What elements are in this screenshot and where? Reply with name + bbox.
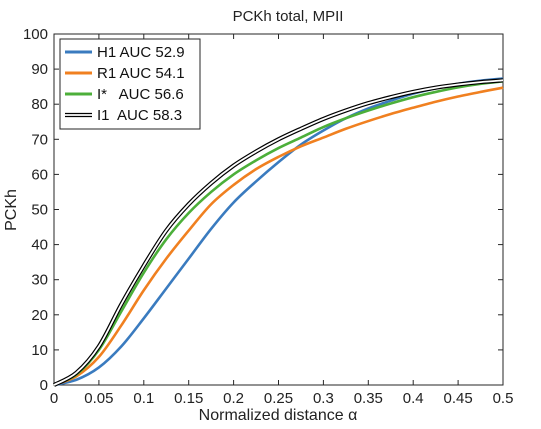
x-tick-label: 0.2: [223, 390, 244, 407]
series-2: [53, 86, 504, 387]
x-tick-label: 0.3: [313, 390, 334, 407]
y-tick-label: 30: [31, 272, 48, 289]
y-tick-label: 100: [23, 26, 48, 43]
legend-item: I* AUC 56.6: [65, 86, 184, 103]
y-tick-label: 0: [40, 377, 48, 394]
series-line-inner: [53, 79, 504, 386]
x-tick-label: 0.1: [133, 390, 154, 407]
legend-label: I1 AUC 58.3: [97, 107, 182, 124]
y-tick-label: 40: [31, 237, 48, 254]
legend-label: R1 AUC 54.1: [97, 65, 185, 82]
x-tick-label: 0.05: [84, 390, 113, 407]
y-tick-label: 50: [31, 202, 48, 219]
x-tick-label: 0.35: [354, 390, 383, 407]
x-tick-label: 0: [50, 390, 58, 407]
x-tick-label: 0.45: [443, 390, 472, 407]
y-tick-label: 10: [31, 342, 48, 359]
series-group: [52, 77, 504, 387]
legend-item: R1 AUC 54.1: [65, 65, 185, 82]
x-tick-label: 0.5: [493, 390, 514, 407]
y-tick-label: 60: [31, 166, 48, 183]
legend: H1 AUC 52.9 R1 AUC 54.1 I* AUC 56.6 I1 AUC …: [59, 38, 201, 130]
series-line: [53, 80, 504, 387]
y-tick-label: 20: [31, 307, 48, 324]
y-tick-label: 90: [31, 61, 48, 78]
y-tick-label: 80: [31, 96, 48, 113]
y-tick-label: 70: [31, 131, 48, 148]
legend-label: H1 AUC 52.9: [97, 44, 185, 61]
y-axis-title: PCKh: [3, 189, 20, 231]
x-tick-label: 0.25: [264, 390, 293, 407]
x-tick-label: 0.15: [174, 390, 203, 407]
series-3: [53, 80, 504, 387]
legend-label: I* AUC 56.6: [97, 86, 184, 103]
plot-area: 0 0.05 0.1 0.15 0.2 0.25 0.3 0.35 0.4 0.45 0.5 0 10 2…: [23, 26, 513, 407]
x-axis-title: Normalized distance α: [199, 407, 358, 424]
legend-item: I1 AUC 58.3: [65, 107, 182, 124]
legend-item: H1 AUC 52.9: [65, 44, 185, 61]
series-4: [52, 78, 504, 387]
series-line: [53, 86, 504, 387]
x-tick-label: 0.4: [403, 390, 424, 407]
chart-title: PCKh total, MPII: [233, 8, 344, 25]
